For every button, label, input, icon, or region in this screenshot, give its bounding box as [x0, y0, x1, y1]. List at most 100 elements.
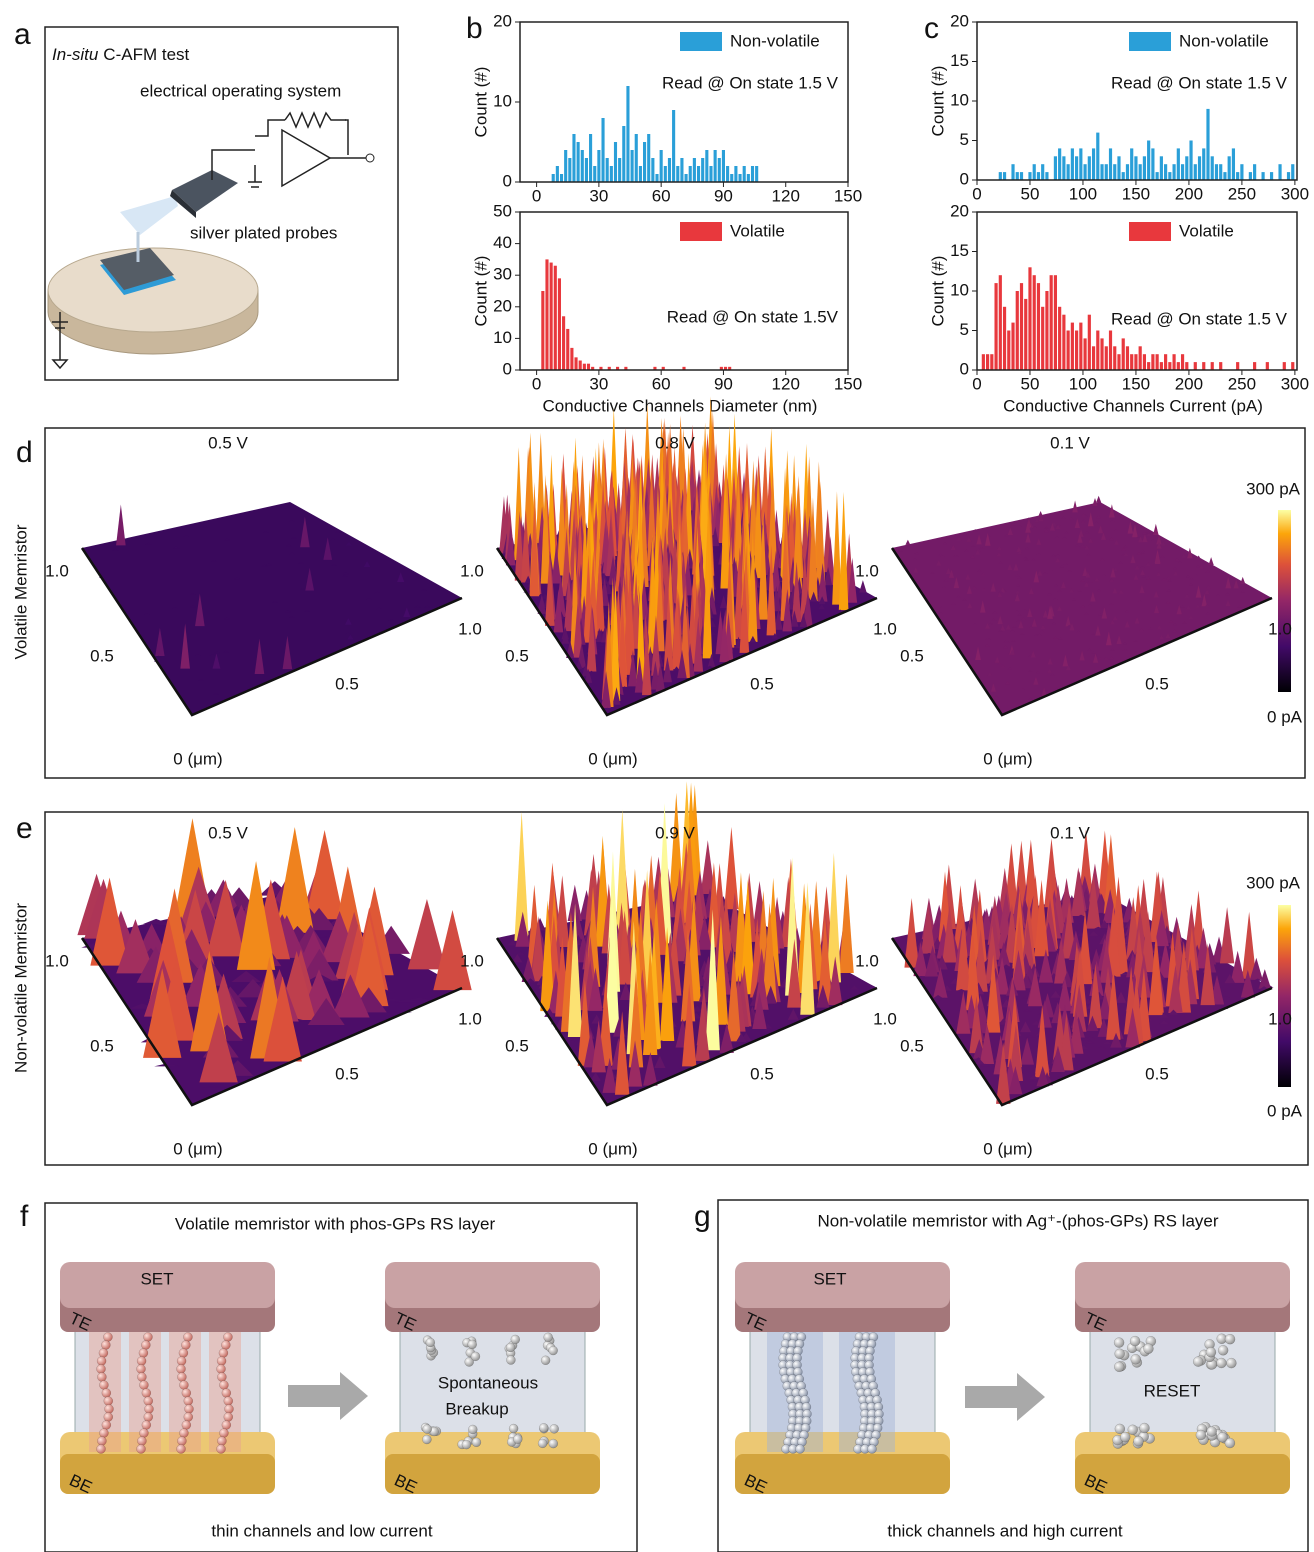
bar	[1037, 283, 1040, 370]
surface-axis-label: 0.5	[1145, 674, 1169, 693]
particle	[105, 1405, 114, 1414]
bar	[1223, 172, 1226, 180]
particle	[184, 1413, 193, 1422]
middle-label: Breakup	[445, 1399, 508, 1418]
bar	[1062, 156, 1065, 180]
particle	[177, 1445, 186, 1454]
surface-title: 0.5 V	[208, 433, 248, 452]
x-tick-label: 150	[834, 374, 862, 393]
surface-axis-label: 0.5	[90, 1036, 114, 1055]
particle	[103, 1333, 112, 1342]
bar	[1160, 156, 1163, 180]
bar	[999, 172, 1002, 180]
particle	[137, 1445, 146, 1454]
bar	[1211, 362, 1214, 370]
particle	[219, 1429, 228, 1438]
bar	[1240, 164, 1243, 180]
current-surface	[77, 818, 471, 1105]
bar	[635, 134, 638, 182]
bar	[1028, 172, 1031, 180]
panel-g-title: Non-volatile memristor with Ag⁺-(phos-GP…	[817, 1211, 1218, 1230]
bar	[1185, 362, 1188, 370]
bar	[730, 174, 733, 182]
surface-axis-label: 0 (μm)	[588, 749, 637, 768]
annotation: Read @ On state 1.5 V	[1111, 73, 1288, 92]
particle	[1143, 1344, 1153, 1354]
surface-axis-label: 0.5	[900, 1036, 924, 1055]
bar	[1016, 172, 1019, 180]
bar	[1181, 354, 1184, 370]
annotation: Read @ On state 1.5V	[667, 307, 839, 326]
colorbar	[1278, 905, 1291, 1087]
bar	[1126, 164, 1129, 180]
particle	[143, 1333, 152, 1342]
particle	[222, 1421, 231, 1430]
bar	[1291, 164, 1294, 180]
bar	[1067, 164, 1070, 180]
surface-axis-label: 1.0	[1268, 619, 1292, 638]
surface-axis-label: 0.5	[505, 1036, 529, 1055]
bar	[1109, 148, 1112, 180]
bar	[1011, 323, 1014, 370]
particle	[185, 1405, 194, 1414]
bar	[589, 134, 592, 182]
particle	[472, 1438, 481, 1447]
bar	[1168, 362, 1171, 370]
bar	[1092, 148, 1095, 180]
surface-peak	[1072, 501, 1078, 513]
particle	[795, 1445, 804, 1454]
bar	[1083, 164, 1086, 180]
bar	[1236, 362, 1239, 370]
surface-title: 0.9 V	[655, 823, 695, 842]
particle	[137, 1357, 146, 1366]
surface-axis-label: 0 (μm)	[173, 1139, 222, 1158]
surface-axis-label: 1.0	[1268, 1009, 1292, 1028]
y-tick-label: 30	[493, 265, 512, 284]
bar	[577, 142, 580, 182]
bar	[1033, 275, 1036, 370]
bar	[1100, 338, 1103, 370]
bar	[1109, 331, 1112, 371]
x-tick-label: 90	[714, 374, 733, 393]
particle	[1139, 1423, 1149, 1433]
bar	[1236, 172, 1239, 180]
surface-axis-label: 0.5	[750, 1064, 774, 1083]
bar	[1028, 267, 1031, 370]
y-tick-label: 15	[950, 241, 969, 260]
top-electrode-top	[1075, 1262, 1290, 1308]
surface-axis-label: 1.0	[45, 561, 69, 580]
x-tick-label: 30	[589, 186, 608, 205]
y-axis-label: Count (#)	[928, 256, 947, 327]
bar	[562, 316, 565, 370]
bar	[1092, 346, 1095, 370]
bar	[722, 150, 725, 182]
bar	[545, 259, 548, 370]
particle	[141, 1341, 150, 1350]
y-tick-label: 10	[493, 91, 512, 110]
particle	[139, 1381, 148, 1390]
particle	[1216, 1358, 1226, 1368]
bar	[1079, 148, 1082, 180]
particle	[145, 1405, 154, 1414]
surface-axis-label: 1.0	[855, 561, 879, 580]
bar	[1100, 164, 1103, 180]
x-tick-label: 60	[652, 186, 671, 205]
bar	[1054, 156, 1057, 180]
bar	[1181, 164, 1184, 180]
particle	[179, 1381, 188, 1390]
y-tick-label: 0	[503, 171, 512, 190]
bar	[1211, 156, 1214, 180]
particle	[468, 1425, 477, 1434]
bar	[1143, 354, 1146, 370]
x-tick-label: 150	[834, 186, 862, 205]
panel-f-title: Volatile memristor with phos-GPs RS laye…	[175, 1214, 496, 1233]
bar	[587, 364, 590, 370]
panel-g-caption: thick channels and high current	[887, 1521, 1123, 1540]
particle	[1196, 1430, 1206, 1440]
panel-label: c	[924, 12, 939, 45]
particle	[1131, 1354, 1141, 1364]
x-tick-label: 30	[589, 374, 608, 393]
colorbar-min: 0 pA	[1267, 707, 1303, 726]
bar	[1249, 172, 1252, 180]
bar	[1156, 354, 1159, 370]
